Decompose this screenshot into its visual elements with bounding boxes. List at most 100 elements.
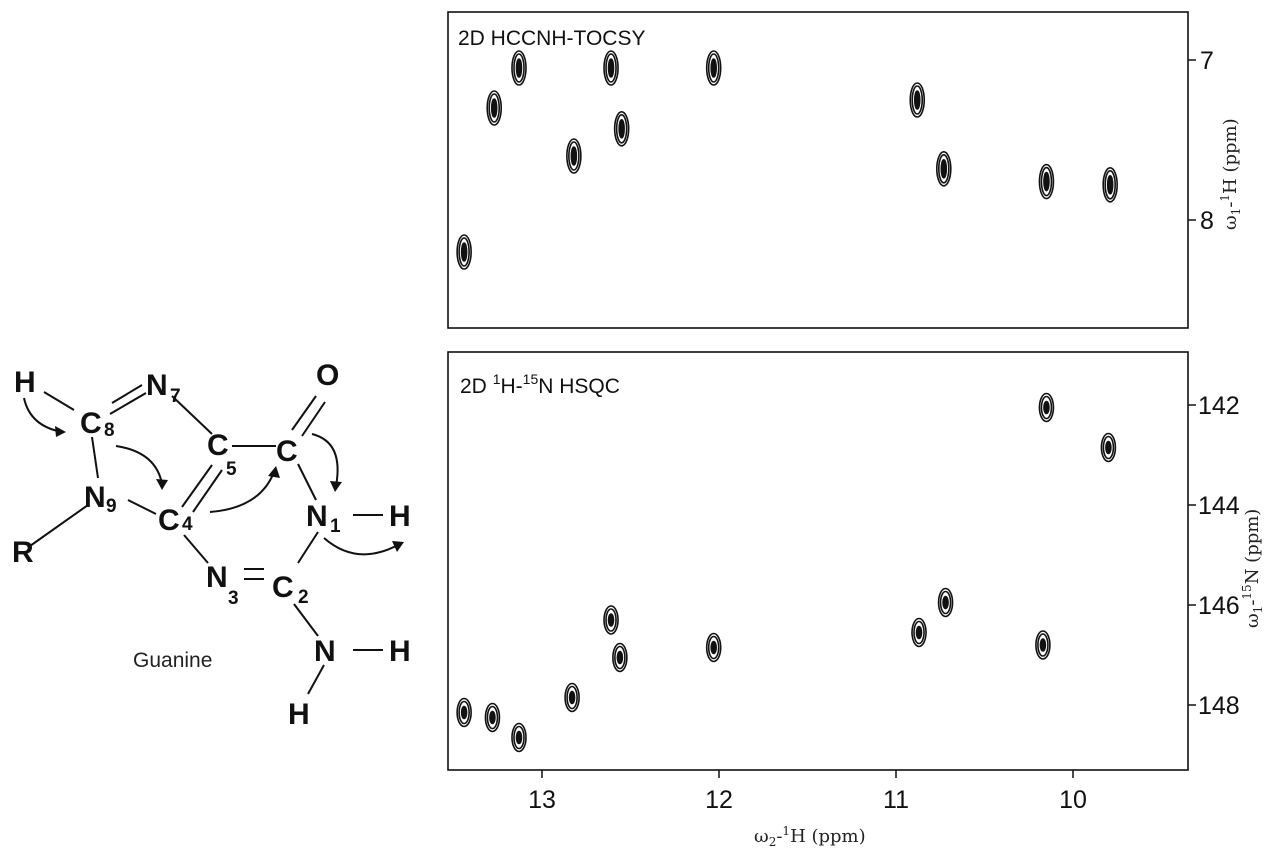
tocsy-peak bbox=[566, 138, 582, 174]
hsqc-peak-core bbox=[616, 650, 624, 665]
hsqc-peaks bbox=[456, 392, 1117, 753]
atom-c5: C bbox=[207, 429, 229, 462]
hsqc-y-axis-label: ω1-15N (ppm) bbox=[1240, 509, 1265, 628]
tocsy-peak-core bbox=[618, 119, 625, 139]
bond-n7-c5 bbox=[171, 395, 213, 435]
x-axis-tick-label: 12 bbox=[705, 786, 733, 814]
tocsy-peak-core bbox=[515, 58, 523, 78]
bond-c6-o bbox=[291, 395, 317, 431]
hsqc-peak bbox=[1035, 630, 1051, 660]
tocsy-peak bbox=[603, 50, 619, 86]
tocsy-peak bbox=[1102, 167, 1118, 203]
bond-c4-n3 bbox=[183, 534, 209, 564]
tocsy-peak-outer-contour bbox=[705, 50, 722, 86]
tocsy-peak-outer-contour bbox=[603, 50, 619, 86]
tocsy-peak-contour bbox=[513, 53, 525, 83]
hsqc-peak-core bbox=[568, 690, 576, 705]
transfer-arrowhead-c6-to-n1 bbox=[330, 481, 342, 492]
tocsy-peak-outer-contour bbox=[486, 90, 503, 126]
atom-o: O bbox=[316, 359, 339, 392]
x-axis-tick-label: 10 bbox=[1059, 786, 1087, 814]
hsqc-peak-outer-contour bbox=[1100, 432, 1117, 463]
atom-c8-index: 8 bbox=[104, 420, 115, 441]
atom-n1-index: 1 bbox=[330, 516, 341, 537]
hsqc-peak-contour bbox=[939, 590, 952, 615]
tocsy-peak-outer-contour bbox=[456, 234, 472, 270]
tocsy-y-axis-label: ω1-1H (ppm) bbox=[1218, 118, 1243, 230]
hsqc-peak-outer-contour bbox=[1038, 392, 1055, 423]
tocsy-peak-contour bbox=[615, 114, 628, 144]
tocsy-peak-core bbox=[1106, 175, 1114, 195]
hsqc-peak-outer-contour bbox=[511, 722, 527, 753]
x-axis-label: ω2-1H (ppm) bbox=[754, 824, 866, 849]
hsqc-y-tick-label: 144 bbox=[1198, 492, 1240, 520]
atom-n7: N bbox=[146, 369, 168, 402]
atom-h-top: H bbox=[14, 366, 36, 399]
hsqc-peak bbox=[484, 702, 501, 733]
hsqc-title: 2D 1H-15N HSQC bbox=[460, 371, 620, 398]
tocsy-peak bbox=[456, 234, 472, 270]
bond-n1-c2 bbox=[297, 531, 319, 564]
bond-r-n9 bbox=[29, 504, 89, 547]
tocsy-plot-frame bbox=[447, 11, 1189, 329]
tocsy-peak bbox=[486, 90, 503, 126]
atom-n3-index: 3 bbox=[228, 588, 239, 609]
hsqc-peak-outer-contour bbox=[911, 617, 927, 648]
tocsy-peak-outer-contour bbox=[613, 111, 630, 147]
tocsy-peak-core bbox=[607, 58, 615, 78]
hsqc-peak-outer-contour bbox=[1035, 630, 1051, 660]
tocsy-peak bbox=[935, 151, 952, 187]
hsqc-peak-contour bbox=[1040, 395, 1053, 420]
atom-h-n1: H bbox=[389, 500, 411, 533]
atom-n9-index: 9 bbox=[106, 496, 117, 517]
tocsy-title: 2D HCCNH-TOCSY bbox=[458, 27, 645, 50]
transfer-arrowhead-h-to-c8 bbox=[55, 426, 66, 437]
tocsy-peak-contour bbox=[605, 53, 617, 83]
hsqc-peak-contour bbox=[614, 645, 626, 670]
hsqc-peak bbox=[603, 605, 619, 635]
tocsy-peak-core bbox=[490, 98, 498, 118]
atom-c2-index: 2 bbox=[298, 587, 309, 608]
hsqc-peak-outer-contour bbox=[456, 697, 472, 728]
hsqc-peak bbox=[564, 682, 580, 713]
molecule-caption: Guanine bbox=[133, 649, 212, 672]
bond-n-h-bottom bbox=[307, 664, 325, 695]
tocsy-peak-outer-contour bbox=[566, 138, 582, 174]
atom-n7-index: 7 bbox=[170, 386, 181, 407]
hsqc-peak-core bbox=[1039, 638, 1047, 652]
hsqc-peak-core bbox=[489, 710, 496, 725]
tocsy-y-tick-label: 8 bbox=[1200, 207, 1214, 235]
atom-c5-index: 5 bbox=[226, 459, 237, 480]
tocsy-peaks bbox=[456, 50, 1118, 270]
tocsy-y-tick-label: 7 bbox=[1200, 47, 1214, 75]
hsqc-peak-outer-contour bbox=[612, 642, 628, 673]
atom-n3: N bbox=[206, 561, 228, 594]
transfer-arrow-c6-to-n1 bbox=[311, 433, 339, 487]
bond-c5-c4-double bbox=[192, 469, 223, 513]
tocsy-peak bbox=[511, 50, 527, 86]
hsqc-peak bbox=[456, 697, 472, 728]
atom-c4: C bbox=[158, 504, 180, 537]
hsqc-y-tick-label: 148 bbox=[1198, 692, 1240, 720]
tocsy-peak bbox=[1038, 163, 1055, 200]
tocsy-peak-core bbox=[460, 242, 468, 262]
hsqc-peak-contour bbox=[566, 685, 578, 710]
bond-c8-n7-double bbox=[109, 392, 147, 415]
hsqc-panel: 2D 1H-15N HSQC 142 144 146 148 ω1-15N (p… bbox=[447, 351, 1265, 771]
transfer-arrow-n1-to-h bbox=[323, 537, 397, 556]
hsqc-peak bbox=[511, 722, 527, 753]
hsqc-peak-core bbox=[1105, 440, 1112, 455]
tocsy-peak-contour bbox=[488, 93, 501, 123]
tocsy-peak-contour bbox=[1040, 166, 1053, 197]
hsqc-peak-outer-contour bbox=[937, 587, 954, 618]
hsqc-y-tick-label: 146 bbox=[1198, 592, 1240, 620]
hsqc-peak-contour bbox=[513, 725, 525, 750]
tocsy-peak-contour bbox=[568, 141, 580, 171]
tocsy-peak-outer-contour bbox=[511, 50, 527, 86]
hsqc-peak-core bbox=[915, 625, 923, 640]
tocsy-peak-outer-contour bbox=[935, 151, 952, 187]
hsqc-peak bbox=[1038, 392, 1055, 423]
hsqc-peak-core bbox=[515, 730, 523, 745]
atom-r: R bbox=[12, 536, 34, 569]
